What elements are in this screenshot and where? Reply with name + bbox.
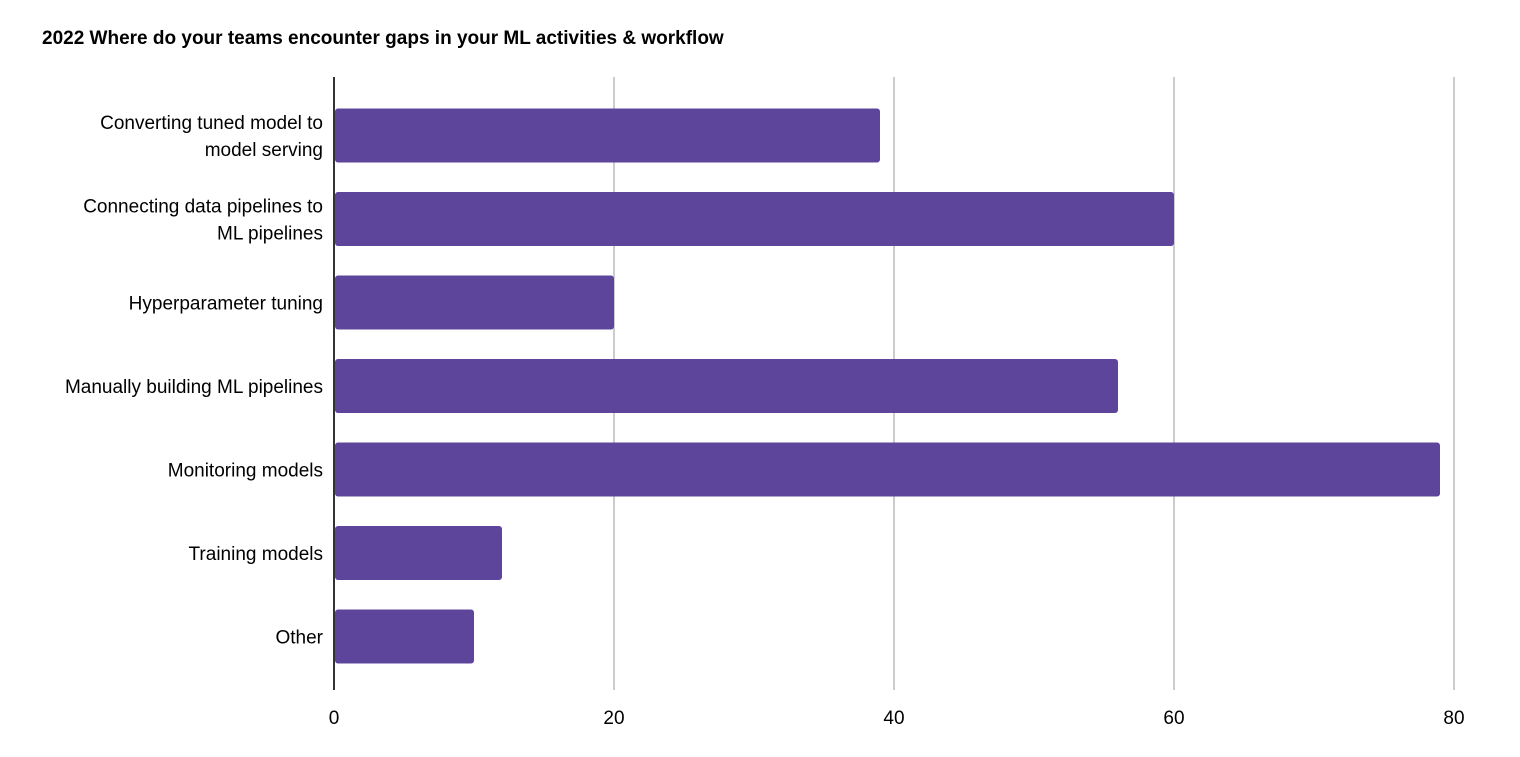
- labels: Converting tuned model to model serving Co…: [65, 113, 1465, 729]
- bar-1: [335, 192, 1174, 246]
- category-label: Connecting data pipelines to: [83, 197, 323, 218]
- category-label: ML pipelines: [217, 224, 323, 245]
- category-label: Training models: [189, 544, 323, 565]
- category-label: Hyperparameter tuning: [129, 294, 323, 315]
- x-tick-label: 80: [1443, 708, 1464, 729]
- x-tick-label: 20: [603, 708, 624, 729]
- bar-5: [335, 526, 502, 580]
- category-label: Monitoring models: [168, 461, 323, 482]
- bar-0: [335, 108, 880, 163]
- bar-6: [335, 609, 474, 664]
- bar-3: [335, 359, 1118, 413]
- category-label: Other: [275, 628, 323, 649]
- bars: [335, 108, 1440, 664]
- x-tick-label: 0: [329, 708, 340, 729]
- chart-title: 2022 Where do your teams encounter gaps …: [42, 28, 724, 49]
- x-tick-label: 60: [1163, 708, 1184, 729]
- category-label: model serving: [205, 140, 323, 161]
- bar-2: [335, 275, 614, 330]
- category-label: Manually building ML pipelines: [65, 377, 323, 398]
- x-tick-label: 40: [883, 708, 904, 729]
- category-label: Converting tuned model to: [100, 113, 323, 134]
- bar-4: [335, 442, 1440, 497]
